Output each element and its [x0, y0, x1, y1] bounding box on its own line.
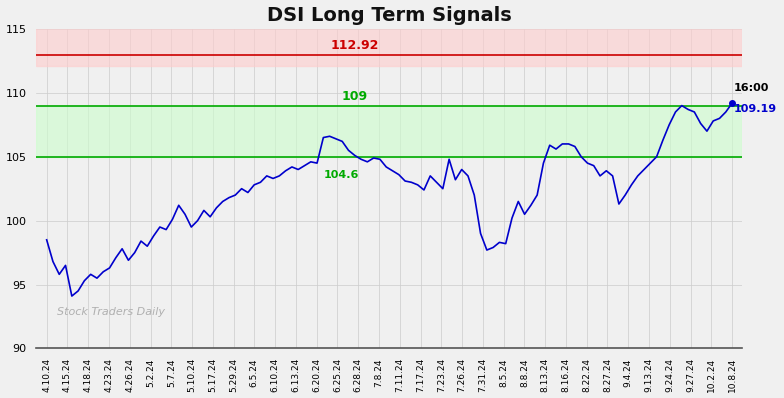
Text: Stock Traders Daily: Stock Traders Daily	[57, 306, 165, 316]
Text: 104.6: 104.6	[323, 170, 358, 179]
Bar	[36, 105, 742, 157]
Text: 109: 109	[342, 90, 368, 103]
Text: 112.92: 112.92	[331, 39, 379, 52]
Bar	[36, 23, 742, 66]
Text: 16:00: 16:00	[734, 83, 770, 93]
Text: 109.19: 109.19	[734, 104, 777, 115]
Title: DSI Long Term Signals: DSI Long Term Signals	[267, 6, 512, 25]
